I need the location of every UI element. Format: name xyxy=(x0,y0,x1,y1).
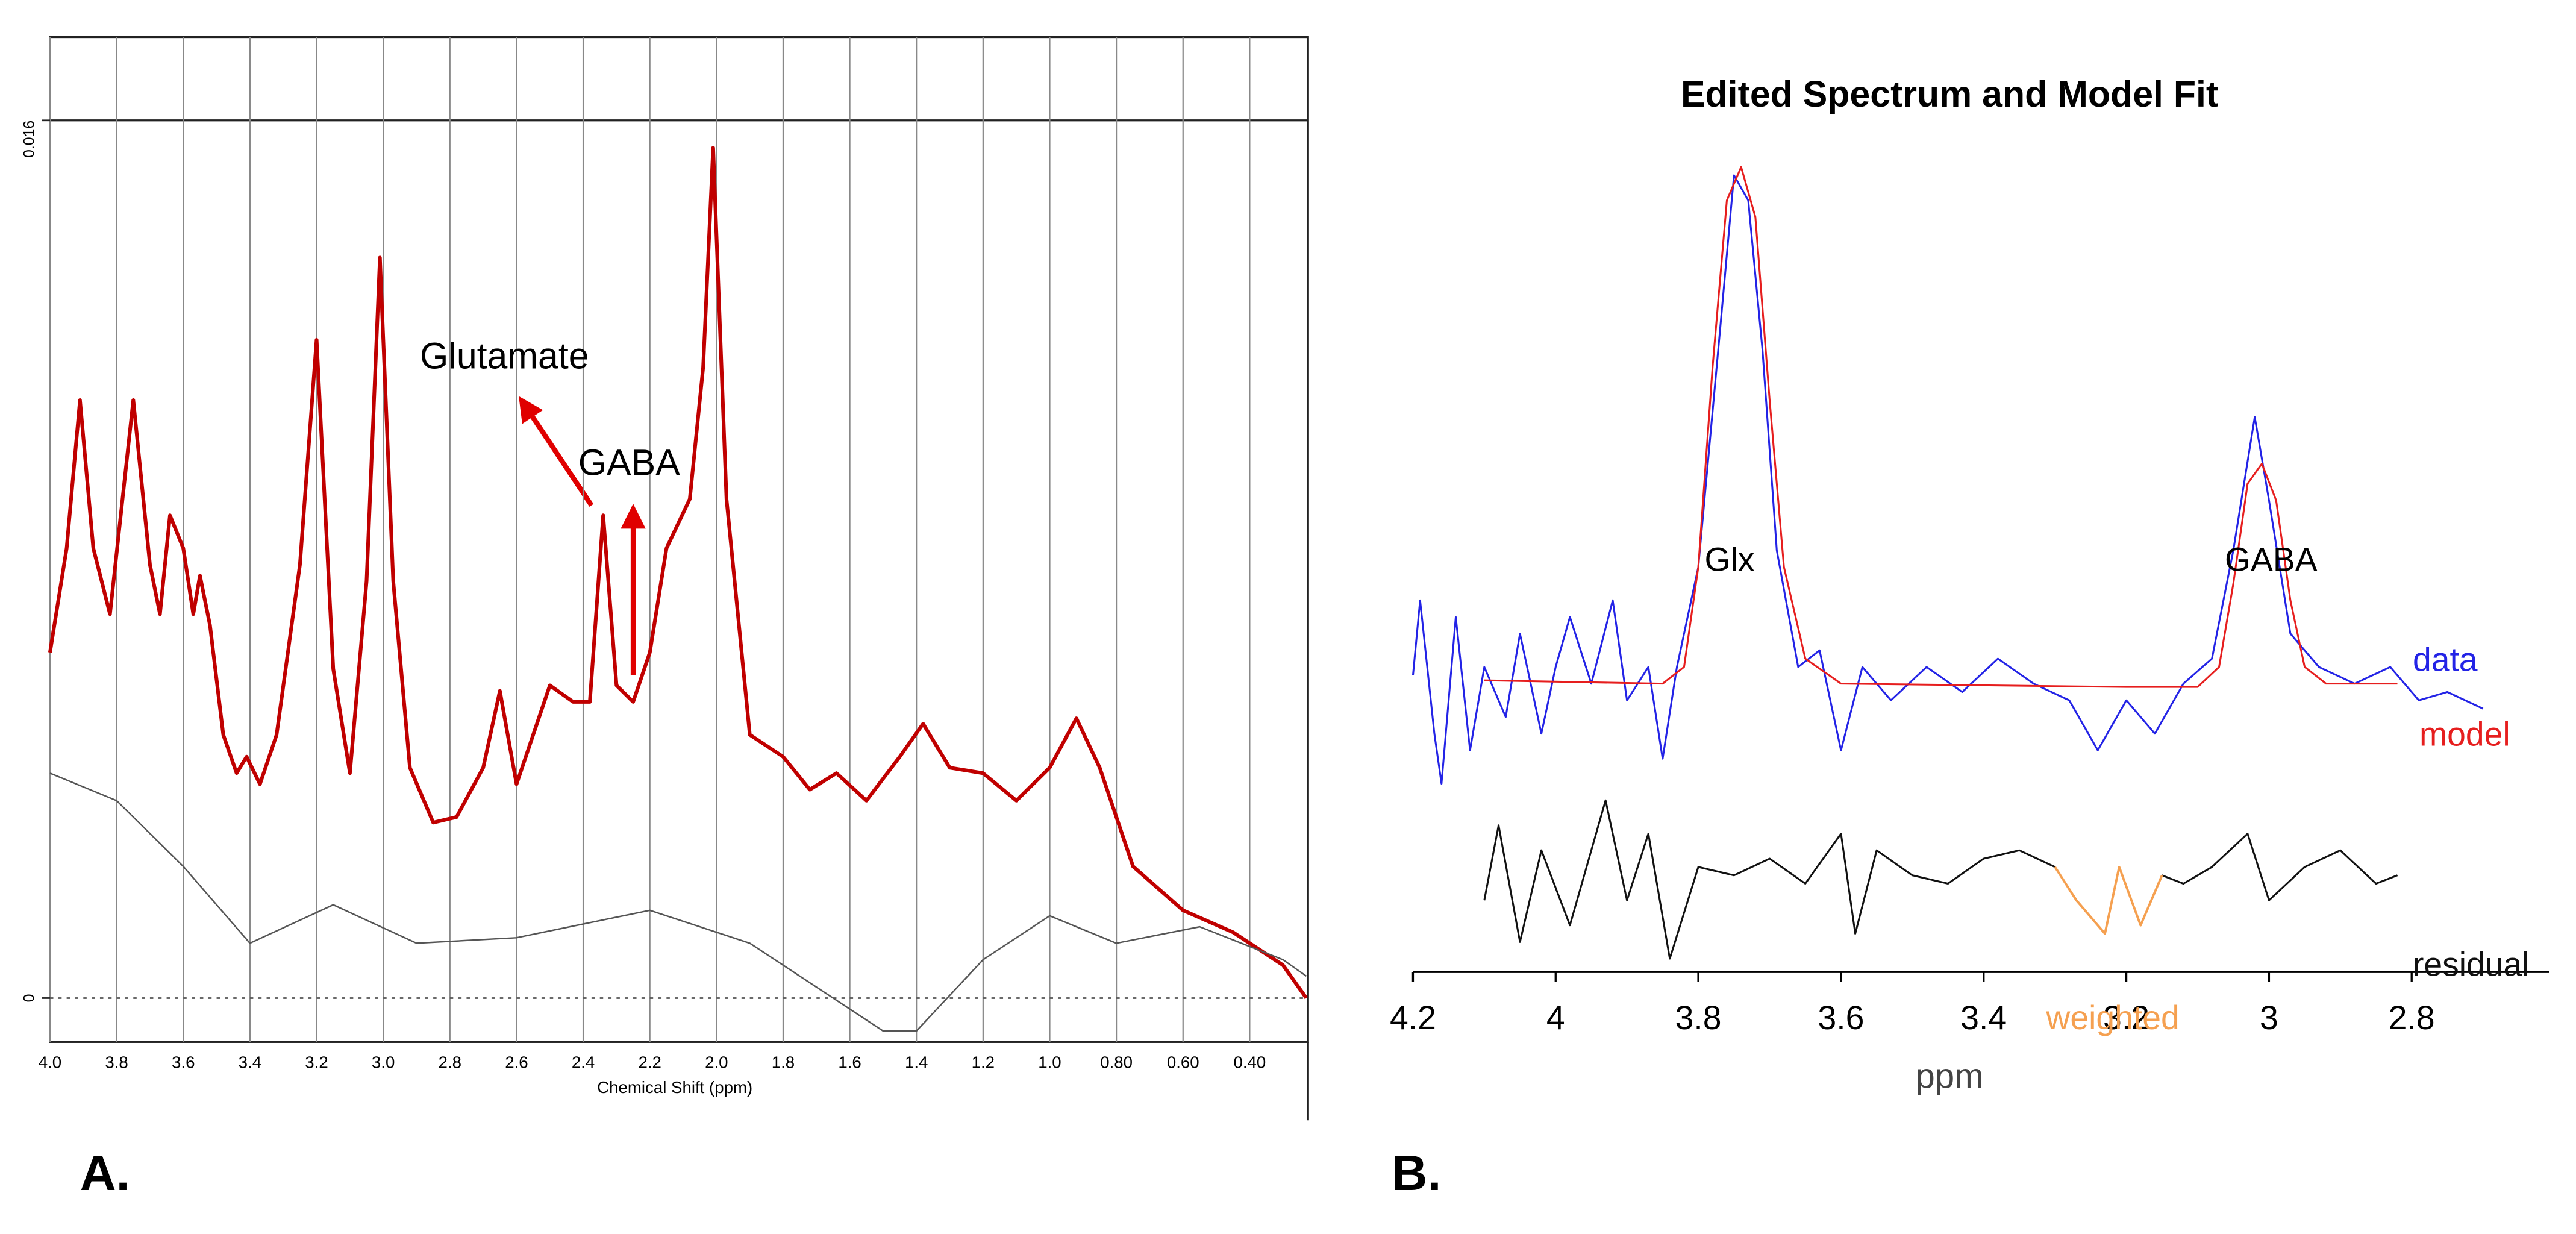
x-tick-label: 3.6 xyxy=(1818,999,1864,1036)
x-tick-label: 0.80 xyxy=(1100,1053,1133,1072)
x-tick-label: 1.6 xyxy=(838,1053,861,1072)
legend-label: weighted xyxy=(2045,999,2179,1036)
x-axis-label: Chemical Shift (ppm) xyxy=(597,1078,752,1097)
x-tick-label: 3.4 xyxy=(1960,999,2007,1036)
series-line xyxy=(1483,799,2398,960)
x-tick-label: 1.2 xyxy=(972,1053,995,1072)
x-axis-label: ppm xyxy=(1916,1056,1984,1095)
x-tick-label: 1.0 xyxy=(1038,1053,1061,1072)
x-tick-label: 3 xyxy=(2260,999,2278,1036)
panel-label: A. xyxy=(80,1145,130,1201)
legend-label: residual xyxy=(2413,945,2530,983)
annotation: Glx xyxy=(1704,540,1754,578)
series-line xyxy=(1411,174,2484,785)
series-line xyxy=(49,772,1307,1032)
x-tick-label: 3.6 xyxy=(172,1053,195,1072)
x-tick-label: 3.2 xyxy=(2103,999,2149,1036)
annotation: GABA xyxy=(578,442,680,483)
y-tick-label: 0 xyxy=(20,994,37,1003)
x-tick-label: 0.60 xyxy=(1167,1053,1199,1072)
x-tick-label: 3.2 xyxy=(305,1053,328,1072)
x-tick-label: 3.8 xyxy=(1675,999,1722,1036)
x-tick-label: 1.4 xyxy=(905,1053,928,1072)
legend-label: data xyxy=(2413,640,2478,678)
series-line xyxy=(2054,865,2163,935)
x-tick-label: 3.4 xyxy=(239,1053,261,1072)
x-tick-label: 0.40 xyxy=(1233,1053,1266,1072)
x-tick-label: 2.6 xyxy=(505,1053,528,1072)
x-tick-label: 2.4 xyxy=(572,1053,595,1072)
legend-label: model xyxy=(2419,716,2510,753)
annotation: Glutamate xyxy=(420,335,589,376)
x-tick-label: 4.0 xyxy=(39,1053,61,1072)
x-tick-label: 2.2 xyxy=(638,1053,661,1072)
x-tick-label: 3.8 xyxy=(105,1053,128,1072)
x-tick-label: 3.0 xyxy=(372,1053,395,1072)
annotation-arrow xyxy=(519,396,594,507)
series-line xyxy=(48,146,1308,1000)
chart-title: Edited Spectrum and Model Fit xyxy=(1681,74,2218,114)
x-tick-label: 2.8 xyxy=(439,1053,461,1072)
y-tick-label: 0.016 xyxy=(20,121,37,158)
panel-label: B. xyxy=(1391,1145,1441,1201)
x-tick-label: 1.8 xyxy=(772,1053,795,1072)
plot-frame xyxy=(49,36,1309,1043)
series-line xyxy=(1484,166,2398,688)
x-tick-label: 4 xyxy=(1546,999,1565,1036)
x-tick-label: 2.8 xyxy=(2389,999,2435,1036)
annotation: GABA xyxy=(2225,540,2318,578)
x-tick-label: 4.2 xyxy=(1390,999,1436,1036)
x-tick-label: 2.0 xyxy=(705,1053,728,1072)
